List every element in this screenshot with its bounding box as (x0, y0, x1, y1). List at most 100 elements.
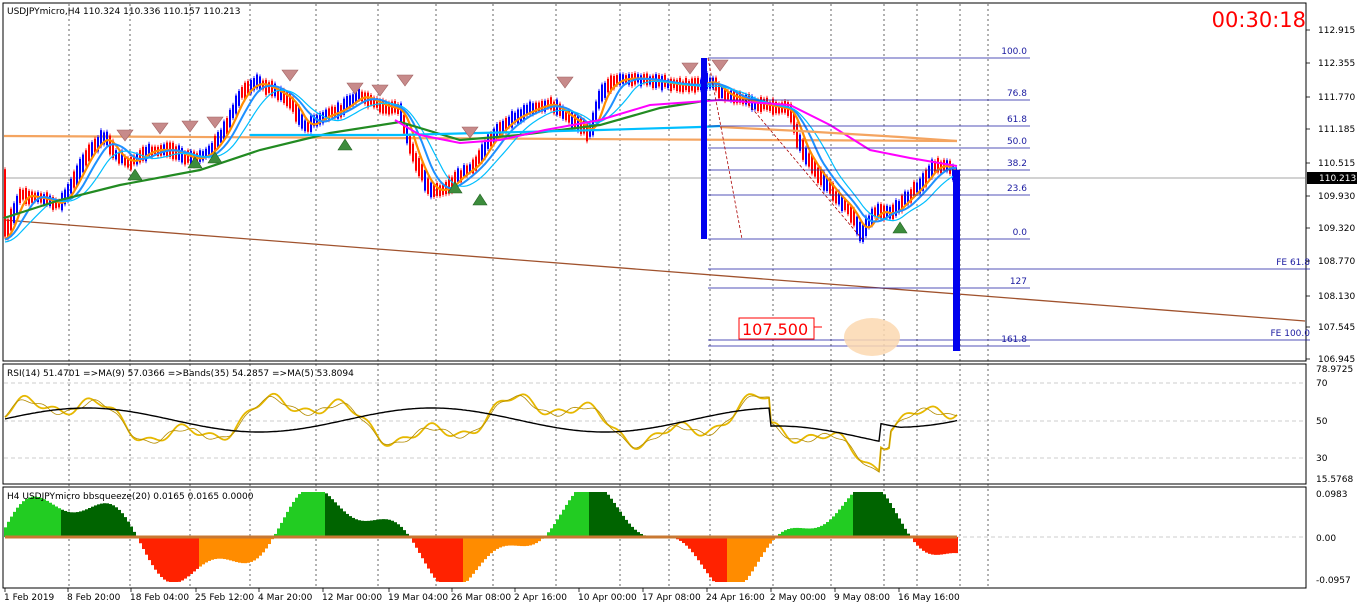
squeeze-bar (589, 492, 592, 537)
rsi-pane[interactable] (2, 363, 1307, 485)
squeeze-bar (52, 504, 55, 537)
candle-body (289, 93, 291, 109)
candle-body (490, 132, 492, 147)
squeeze-bar (226, 537, 229, 560)
squeeze-bar (394, 522, 397, 537)
sell-arrow (681, 62, 699, 75)
candle-body (346, 96, 348, 109)
candle-body (286, 92, 288, 107)
squeeze-bar (148, 537, 151, 561)
squeeze-bar (814, 527, 817, 537)
sell-arrow (461, 126, 479, 139)
sell-arrow (371, 84, 389, 97)
candle-body (241, 87, 243, 98)
countdown-timer: 00:30:18 (1212, 8, 1306, 32)
squeeze-bar (448, 537, 451, 582)
squeeze-bar (337, 505, 340, 537)
sell-arrow (181, 120, 199, 133)
squeeze-bar (220, 537, 223, 559)
squeeze-bar (949, 537, 952, 554)
candle-body (823, 172, 825, 191)
price-pane[interactable] (2, 2, 1307, 362)
time-tick-label: 10 Apr 00:00 (578, 593, 637, 603)
candle-body (565, 111, 567, 121)
candle-body (325, 109, 327, 120)
candle-body (448, 176, 450, 194)
fib-level-label: 61.8 (1007, 115, 1027, 125)
squeeze-bar (262, 537, 265, 553)
candle-body (937, 157, 939, 173)
ema-tan-line-right (719, 125, 958, 143)
squeeze-bar (385, 519, 388, 537)
candle-body (922, 173, 924, 191)
candle-body (760, 97, 762, 112)
squeeze-bar (10, 516, 13, 537)
squeeze-bar (358, 520, 361, 537)
squeeze-bar (475, 537, 478, 571)
squeeze-bar (466, 537, 469, 581)
candle-body (319, 113, 321, 125)
squeeze-bar (892, 508, 895, 537)
candle-body (874, 207, 876, 217)
squeeze-bar (538, 537, 541, 542)
price-axis[interactable]: 112.915 112.355 111.770 111.185 110.515 109.9… (1306, 26, 1355, 365)
squeeze-bar (634, 529, 637, 537)
time-tick-label: 16 May 16:00 (898, 593, 960, 603)
time-tick-label: 19 Mar 04:00 (388, 593, 448, 603)
time-axis[interactable]: 1 Feb 2019 8 Feb 20:00 18 Feb 04:00 25 Feb … (4, 588, 960, 603)
candle-body (820, 168, 822, 186)
candle-body (208, 145, 210, 157)
squeeze-bar (829, 519, 832, 537)
candle-body (769, 101, 771, 111)
candle-body (322, 112, 324, 124)
candle-body (118, 153, 120, 164)
candle-body (523, 105, 525, 121)
rsi-tick-label: 15.5768 (1316, 475, 1353, 485)
squeeze-bar (736, 537, 739, 582)
candle-body (919, 178, 921, 194)
squeeze-bar (697, 537, 700, 561)
candle-body (718, 83, 720, 99)
candle-body (475, 156, 477, 171)
sell-arrow (116, 129, 134, 142)
candle-body (181, 148, 183, 163)
squeeze-bar (163, 537, 166, 580)
candle-body (640, 75, 642, 87)
candle-body (586, 124, 588, 142)
squeeze-bar (895, 513, 898, 537)
moving-averages (3, 77, 958, 243)
squeeze-bar (223, 537, 226, 560)
candle-body (175, 146, 177, 160)
squeeze-pane[interactable] (2, 486, 1307, 589)
squeeze-bar (181, 537, 184, 581)
candle-body (412, 143, 414, 162)
candle-body (469, 164, 471, 173)
candle-body (94, 138, 96, 153)
candle-body (901, 195, 903, 212)
candle-body (451, 177, 453, 193)
buy-arrow (472, 193, 488, 206)
squeeze-bar (67, 511, 70, 537)
candle-body (244, 82, 246, 100)
candle-body (79, 158, 81, 180)
squeeze-bar (811, 528, 814, 537)
squeeze-bar (610, 498, 613, 537)
squeeze-axis: 0.0983 0.00 -0.0957 (1316, 490, 1351, 586)
candle-body (19, 188, 21, 204)
squeeze-bar (178, 537, 181, 582)
fib-level-label: 100.0 (1001, 47, 1027, 57)
price-tick-label: 106.945 (1318, 355, 1355, 365)
squeeze-bar (70, 512, 73, 537)
candle-body (925, 169, 927, 187)
squeeze-bar (172, 537, 175, 582)
target-box[interactable] (738, 317, 815, 340)
squeeze-bar (832, 516, 835, 537)
squeeze-bar (289, 506, 292, 537)
squeeze-bar (781, 531, 784, 537)
candle-body (64, 189, 66, 205)
time-tick-label: 17 Apr 08:00 (642, 593, 701, 603)
squeeze-bar (613, 502, 616, 537)
